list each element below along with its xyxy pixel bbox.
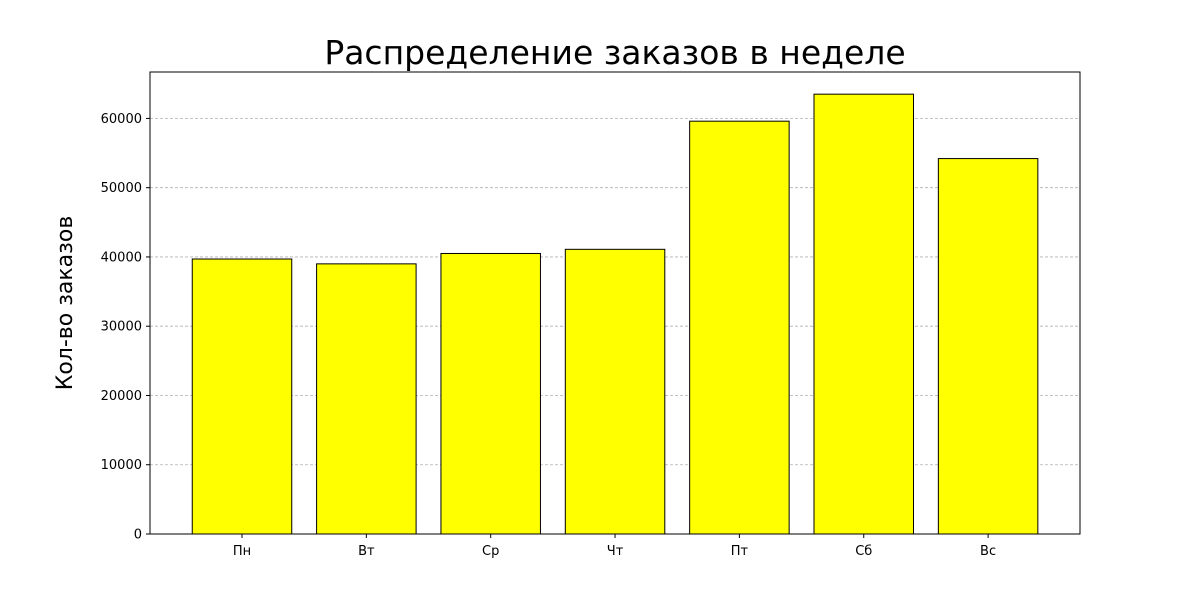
y-tick-label: 30000 xyxy=(101,320,142,335)
bar xyxy=(316,263,417,535)
y-tick-label: 10000 xyxy=(101,458,142,473)
y-tick-label: 20000 xyxy=(101,389,142,404)
bar xyxy=(191,258,293,535)
y-tick-label: 60000 xyxy=(101,112,142,127)
chart-title: Распределение заказов в неделе xyxy=(324,33,905,72)
bar xyxy=(564,248,666,535)
bar xyxy=(689,120,790,535)
x-tick-label: Сб xyxy=(855,544,872,559)
bars xyxy=(191,93,1039,535)
y-tick-label: 0 xyxy=(134,528,142,543)
x-tick-label: Вт xyxy=(358,544,375,559)
bar xyxy=(440,252,541,535)
plot-frame-rect xyxy=(149,71,1081,535)
y-tick-label: 40000 xyxy=(101,250,142,265)
x-tick-label: Ср xyxy=(482,544,499,559)
x-tick-label: Чт xyxy=(607,544,624,559)
x-tick-label: Вс xyxy=(980,544,996,559)
axis-ticks: 0 10000 20000 30000 40000 50000 60000 Пн Вт Ср Чт П… xyxy=(101,112,996,559)
y-axis-label: Кол-во заказов xyxy=(53,216,78,391)
bar xyxy=(813,93,914,535)
bar xyxy=(937,158,1039,535)
x-tick-label: Пн xyxy=(233,544,251,559)
plot-frame xyxy=(149,71,1081,535)
y-tick-label: 50000 xyxy=(101,181,142,196)
x-tick-label: Пт xyxy=(731,544,749,559)
